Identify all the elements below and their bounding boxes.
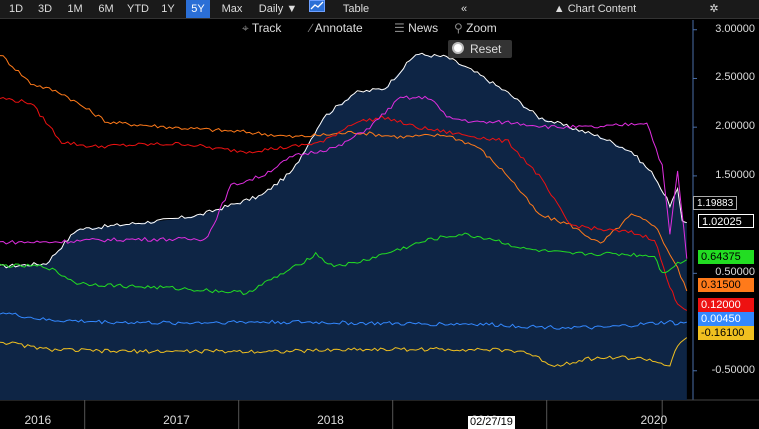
y-tick-label: 0.50000 (715, 266, 755, 279)
x-year-label: 2018 (317, 413, 344, 427)
series-line-red (0, 96, 688, 311)
double-chevron-left-icon: « (460, 3, 468, 15)
range-button-3d[interactable]: 3D (37, 3, 53, 15)
pencil-icon: ∕ (310, 21, 315, 35)
top-toolbar: 1D 3D 1M 6M YTD 1Y 5Y Max Daily ▼ Table « ▲ Cha… (0, 0, 759, 19)
series-line-white (0, 52, 687, 269)
range-button-ytd[interactable]: YTD (127, 3, 149, 15)
annotate-button[interactable]: ∕ Annotate (310, 19, 363, 37)
series-line-blue (0, 312, 687, 330)
frequency-dropdown[interactable]: Daily ▼ (248, 0, 308, 18)
series-line-green (0, 232, 688, 296)
x-year-label: 2016 (24, 413, 52, 427)
news-label: News (408, 21, 439, 35)
news-icon: ☰ (394, 21, 409, 35)
chart-content-label: Chart Content (567, 3, 637, 15)
reset-button[interactable]: Reset (448, 40, 512, 58)
chart-content-button[interactable]: ▲ Chart Content (540, 0, 650, 18)
last-value-badge: 0.64375 (698, 250, 754, 264)
y-tick-label: -0.50000 (711, 363, 755, 376)
magnifier-icon: ⚲ (454, 21, 467, 35)
series-line-orange (0, 55, 688, 292)
range-button-1m[interactable]: 1M (67, 3, 83, 15)
last-value-badge: 0.00450 (698, 312, 754, 326)
series-line-yellow (0, 337, 688, 368)
collapse-button[interactable]: « (456, 0, 472, 18)
frequency-label: Daily (258, 3, 284, 15)
chevron-down-icon: ▼ (286, 3, 298, 15)
annotate-label: Annotate (314, 21, 363, 35)
table-label: Table (342, 3, 370, 15)
reset-radio-icon (452, 42, 464, 54)
news-button[interactable]: ☰ News (394, 19, 438, 37)
area-fill-white-series (0, 54, 687, 400)
gear-icon: ✲ (709, 3, 719, 15)
last-value-badge: 1.19883 (693, 196, 737, 210)
track-label: Track (251, 21, 282, 35)
table-button[interactable]: Table (334, 0, 378, 18)
range-button-6m[interactable]: 6M (98, 3, 114, 15)
last-value-badge: 0.12000 (698, 298, 754, 312)
zoom-label: Zoom (466, 21, 497, 35)
chart-content-icon: ▲ (553, 3, 568, 15)
y-tick-label: 3.00000 (715, 22, 755, 35)
range-button-max[interactable]: Max (221, 3, 243, 15)
range-button-5y[interactable]: 5Y (186, 0, 210, 18)
reset-label: Reset (470, 42, 502, 56)
last-value-badge: -0.16100 (698, 326, 754, 340)
track-button[interactable]: ⌖ Track (242, 19, 281, 37)
last-value-badge: 0.31500 (698, 278, 754, 292)
x-year-label: 2017 (163, 413, 190, 427)
zoom-button[interactable]: ⚲ Zoom (454, 19, 497, 37)
series-line-magenta (0, 95, 688, 259)
chart-type-button[interactable] (308, 0, 326, 18)
y-tick-label: 1.50000 (715, 168, 755, 181)
y-tick-label: 2.00000 (715, 120, 755, 133)
range-button-1y[interactable]: 1Y (161, 3, 175, 15)
range-button-1d[interactable]: 1D (8, 3, 24, 15)
line-chart-icon (309, 0, 325, 12)
cursor-date-label: 02/27/19 (468, 416, 515, 429)
x-year-label: 2020 (640, 413, 668, 427)
last-value-badge: 1.02025 (698, 214, 754, 228)
settings-button[interactable]: ✲ (704, 0, 724, 18)
crosshair-icon: ⌖ (242, 21, 252, 35)
y-tick-label: 2.50000 (715, 71, 755, 84)
